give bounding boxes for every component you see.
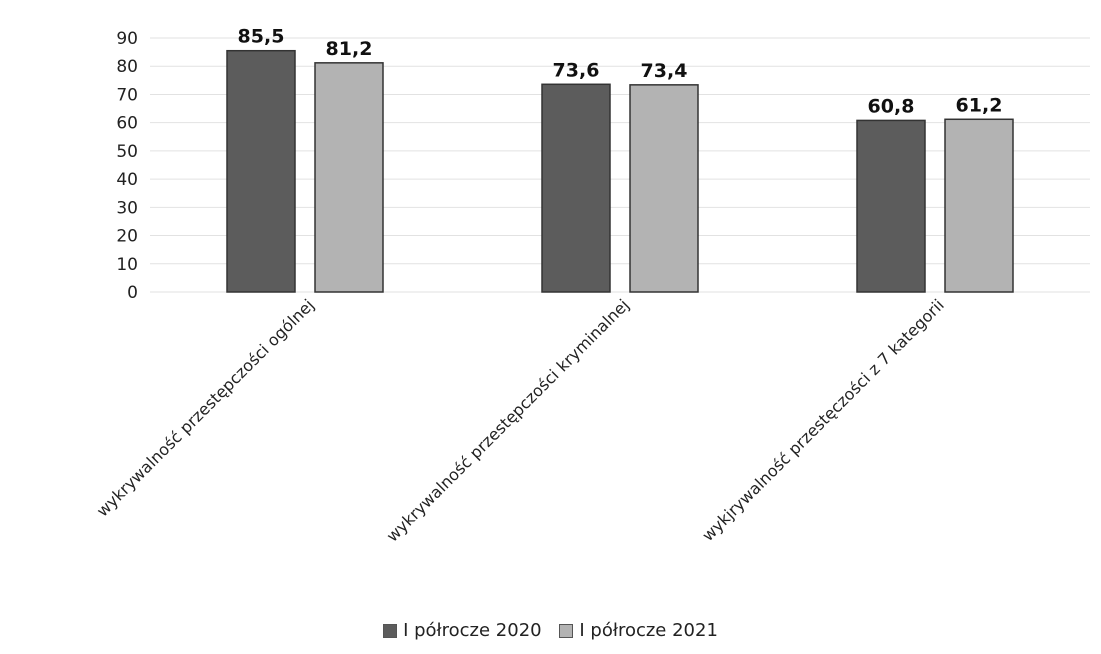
y-tick-label: 50	[116, 142, 138, 162]
x-category-label: wykrywalność przestępczości ogólnej	[93, 295, 318, 520]
y-tick-label: 30	[116, 198, 138, 218]
gridlines	[150, 37, 1090, 293]
y-tick-label: 80	[116, 57, 138, 77]
legend-item-2020: I półrocze 2020	[383, 620, 542, 641]
bar	[629, 84, 699, 293]
bar	[314, 62, 384, 293]
data-label: 60,8	[868, 95, 915, 117]
y-tick-label: 90	[116, 29, 138, 49]
x-axis: wykrywalność przestępczości ogólnej wykry…	[93, 295, 948, 545]
legend-label-2021: I półrocze 2021	[579, 620, 718, 641]
data-label: 61,2	[956, 94, 1003, 116]
legend: I półrocze 2020 I półrocze 2021	[0, 620, 1101, 643]
data-label: 73,6	[553, 59, 600, 81]
data-label: 81,2	[326, 38, 373, 60]
bar	[541, 83, 611, 293]
bar	[856, 119, 926, 293]
y-tick-label: 40	[116, 170, 138, 190]
legend-item-2021: I półrocze 2021	[559, 620, 718, 641]
y-tick-label: 20	[116, 227, 138, 247]
y-tick-label: 60	[116, 114, 138, 134]
bars	[226, 49, 1014, 293]
data-label: 85,5	[238, 26, 285, 48]
bar	[226, 49, 296, 293]
data-labels: 85,5 73,6 60,8 81,2 73,4 61,2	[238, 26, 1003, 118]
x-category-label: wykrywalność przestępczości kryminalnej	[383, 295, 633, 545]
y-tick-label: 0	[127, 283, 138, 303]
legend-swatch-2020	[383, 623, 398, 638]
legend-label-2020: I półrocze 2020	[403, 620, 542, 641]
y-tick-label: 10	[116, 255, 138, 275]
data-label: 73,4	[641, 60, 688, 82]
y-axis: 0 10 20 30 40 50 60 70 80 90	[116, 29, 138, 303]
legend-swatch-2021	[559, 623, 574, 638]
y-tick-label: 70	[116, 85, 138, 105]
bar	[944, 118, 1014, 293]
x-category-label: wykjrywalność przestęczości z 7 kategori…	[698, 295, 948, 545]
